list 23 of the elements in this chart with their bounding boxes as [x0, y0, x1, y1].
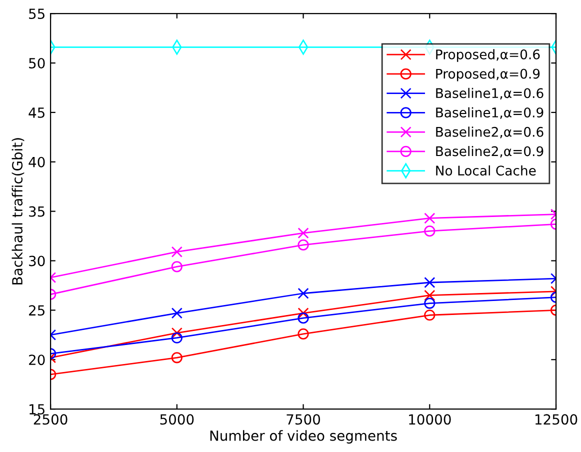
x-axis-title: Number of video segments: [210, 430, 397, 444]
legend-label: Proposed,α=0.9: [436, 68, 540, 82]
y-tick-label: 55: [29, 8, 44, 20]
y-tick-label: 30: [29, 256, 45, 266]
y-tick-label: 15: [30, 404, 44, 415]
y-tick-label: 20: [29, 354, 45, 366]
x-tick-label: 10000: [409, 414, 451, 425]
y-axis-title: Backhaul traffic(Gbit): [12, 138, 24, 284]
y-tick-label: 25: [29, 305, 44, 316]
legend-label: No Local Cache: [436, 165, 536, 176]
y-tick-label: 45: [28, 108, 44, 118]
x-tick-label: 7500: [286, 414, 320, 425]
y-tick-label: 40: [28, 156, 45, 168]
legend-label: Baseline1,α=0.6: [436, 88, 544, 100]
legend-label: Baseline2,α=0.6: [436, 126, 544, 138]
x-tick-label: 2500: [34, 414, 68, 425]
legend-label: Proposed,α=0.6: [436, 49, 540, 62]
y-tick-label: 35: [29, 206, 44, 217]
x-tick-label: 5000: [160, 414, 194, 425]
legend-label: Baseline2,α=0.9: [436, 146, 544, 158]
x-tick-label: 12500: [535, 414, 578, 425]
y-tick-label: 50: [29, 58, 45, 68]
legend-label: Baseline1,α=0.9: [436, 107, 544, 119]
